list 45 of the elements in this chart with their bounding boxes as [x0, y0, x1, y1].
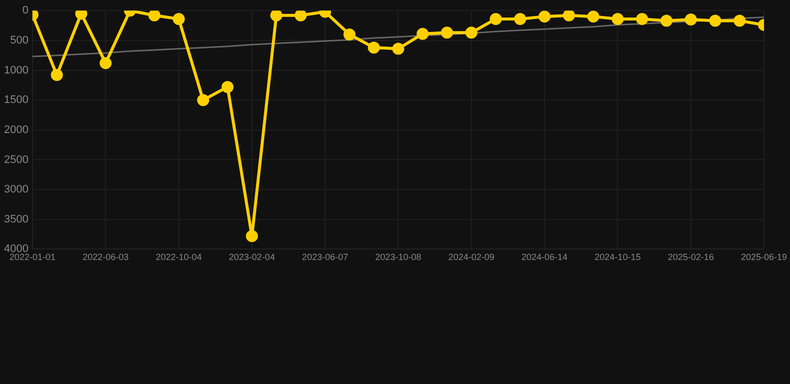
- point: [440, 26, 453, 39]
- point: [514, 12, 526, 25]
- point: [660, 14, 672, 27]
- point: [50, 69, 63, 82]
- point: [100, 57, 112, 70]
- x-tick-label: 2025-06-19: [740, 252, 788, 262]
- x-tick-label: 2024-02-09: [448, 252, 494, 262]
- point: [392, 42, 404, 55]
- y-tick-label: 1000: [4, 64, 28, 76]
- point: [587, 10, 600, 23]
- point: [270, 10, 282, 22]
- x-tick-label: 2025-02-16: [668, 252, 714, 262]
- x-tick-label: 2022-10-04: [156, 252, 202, 262]
- point: [246, 230, 258, 242]
- point: [416, 28, 429, 40]
- y-tick-label: 3500: [4, 213, 28, 226]
- point: [343, 28, 356, 40]
- x-tick-label: 2023-06-07: [302, 252, 348, 262]
- point: [294, 10, 307, 22]
- point: [148, 10, 160, 22]
- point: [684, 14, 697, 26]
- y-tick-label: 0: [22, 4, 28, 17]
- x-tick-label: 2023-10-08: [375, 252, 422, 262]
- point: [538, 10, 551, 23]
- point: [465, 26, 478, 39]
- y-tick-label: 500: [10, 34, 28, 46]
- point: [222, 80, 234, 93]
- x-tick-label: 2024-10-15: [594, 252, 641, 262]
- point: [368, 42, 380, 54]
- point: [709, 14, 722, 27]
- x-tick-label: 2024-06-14: [522, 252, 568, 262]
- x-tick-label: 2022-01-01: [9, 252, 56, 262]
- y-tick-label: 2000: [4, 124, 28, 136]
- y-tick-label: 1500: [4, 94, 28, 106]
- point: [734, 14, 746, 27]
- point: [612, 12, 624, 25]
- y-tick-label: 2500: [4, 154, 28, 166]
- x-tick-label: 2023-02-04: [228, 252, 275, 262]
- point: [197, 94, 210, 106]
- point: [172, 12, 185, 25]
- point: [636, 12, 648, 25]
- point: [490, 12, 502, 25]
- y-tick-label: 3000: [4, 184, 28, 196]
- x-tick-label: 2022-06-03: [82, 252, 129, 262]
- point: [562, 10, 575, 22]
